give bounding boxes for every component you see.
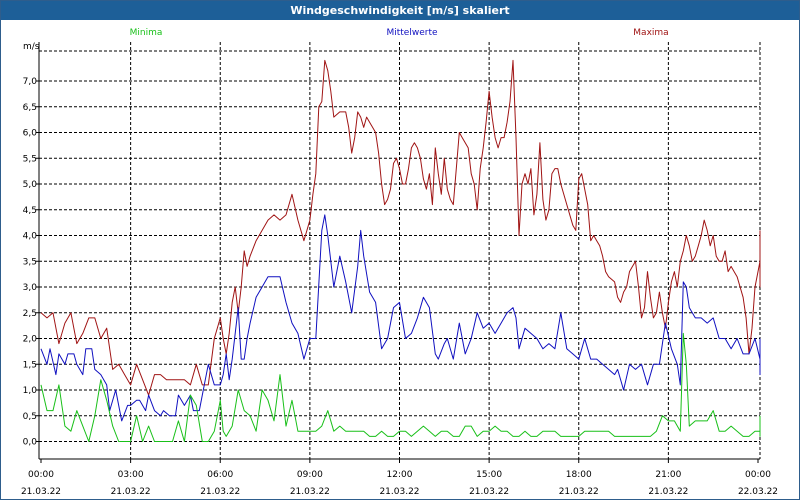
x-tick-date: 22.03.22 xyxy=(738,487,778,497)
series-line-mittel xyxy=(40,214,761,422)
y-tick-label: 6,0 xyxy=(23,129,38,139)
x-tick-time: 00:00 xyxy=(28,470,54,480)
x-tick-time: 18:00 xyxy=(566,470,592,480)
x-tick-date: 21.03.22 xyxy=(290,487,330,497)
wind-speed-chart: m/s 0,0 0,5 1,0 1,5 2,0 2,5 3,0 3,5 4,0 4,5 5,0 5,5… xyxy=(21,28,778,497)
series xyxy=(40,59,761,442)
x-tick-time: 00:00 xyxy=(745,470,771,480)
y-tick-label: 3,5 xyxy=(23,257,37,267)
x-tick-time: 03:00 xyxy=(118,470,144,480)
y-tick-label: 1,0 xyxy=(23,386,38,396)
x-tick-date: 21.03.22 xyxy=(379,487,419,497)
y-tick-label: 3,0 xyxy=(23,283,38,293)
x-tick-date: 21.03.22 xyxy=(111,487,151,497)
y-tick-label: 1,5 xyxy=(23,360,37,370)
x-tick-time: 21:00 xyxy=(655,470,681,480)
y-tick-label: 6,5 xyxy=(23,103,37,113)
y-axis-label: m/s xyxy=(23,42,40,52)
x-ticks: 00:00 21.03.22 03:00 21.03.22 06:00 21.03.22 0… xyxy=(21,459,778,497)
y-tick-label: 5,5 xyxy=(23,154,37,164)
x-tick-date: 21.03.22 xyxy=(469,487,509,497)
y-ticks: 0,0 0,5 1,0 1,5 2,0 2,5 3,0 3,5 4,0 4,5 5,0 5,5 6,0 6… xyxy=(23,77,39,448)
y-tick-label: 2,5 xyxy=(23,309,37,319)
x-tick-date: 21.03.22 xyxy=(559,487,599,497)
y-tick-label: 7,0 xyxy=(23,77,38,87)
legend: Minima Mittelwerte Maxima xyxy=(130,28,669,38)
y-tick-label: 4,0 xyxy=(23,232,38,242)
y-tick-label: 4,5 xyxy=(23,206,37,216)
legend-maxima: Maxima xyxy=(633,28,668,38)
window-title: Windgeschwindigkeit [m/s] skaliert xyxy=(1,1,799,20)
x-tick-time: 06:00 xyxy=(207,470,233,480)
grid xyxy=(39,42,761,459)
x-tick-date: 21.03.22 xyxy=(648,487,688,497)
legend-minima: Minima xyxy=(130,28,163,38)
series-line-minima xyxy=(40,332,761,442)
x-tick-time: 15:00 xyxy=(476,470,502,480)
y-tick-label: 5,0 xyxy=(23,180,38,190)
y-tick-label: 0,0 xyxy=(23,438,38,448)
x-tick-date: 21.03.22 xyxy=(200,487,240,497)
x-tick-date: 21.03.22 xyxy=(21,487,61,497)
legend-mittel: Mittelwerte xyxy=(386,28,437,38)
axes: m/s xyxy=(23,42,760,460)
x-tick-time: 09:00 xyxy=(297,470,323,480)
y-tick-label: 0,5 xyxy=(23,412,37,422)
x-tick-time: 12:00 xyxy=(387,470,413,480)
y-tick-label: 2,0 xyxy=(23,335,38,345)
series-line-maxima xyxy=(40,59,761,396)
